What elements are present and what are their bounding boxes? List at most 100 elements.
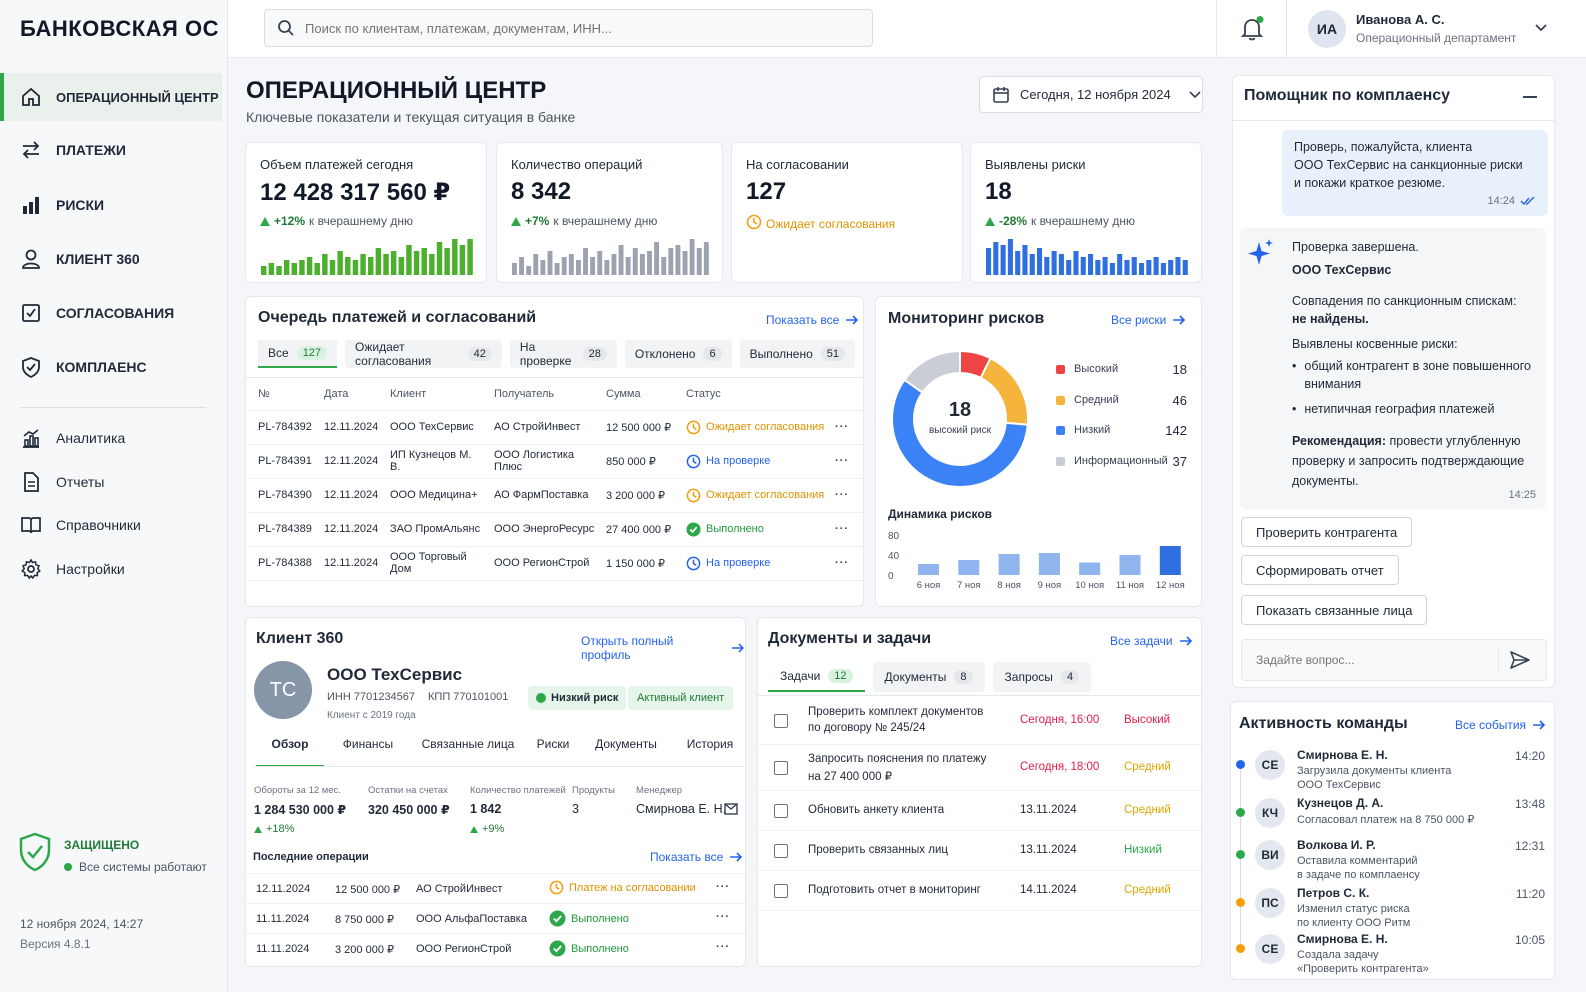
table-row[interactable]: 11.11.2024 8 750 000 ₽ ООО АльфаПоставка Вы… bbox=[246, 903, 745, 933]
donut-slice[interactable] bbox=[903, 349, 961, 394]
task-checkbox[interactable] bbox=[774, 714, 788, 728]
table-row[interactable]: PL-784391 12.11.2024 ИП Кузнецов М. В. ООО … bbox=[248, 444, 863, 479]
queue-col-header[interactable]: Получатель bbox=[484, 378, 596, 411]
nav-secondary-item-0[interactable]: Аналитика bbox=[0, 414, 222, 462]
event-name[interactable]: Смирнова Е. Н. bbox=[1297, 932, 1388, 946]
date-picker[interactable]: Сегодня, 12 ноября 2024 bbox=[979, 76, 1203, 113]
search-input[interactable] bbox=[305, 20, 845, 36]
donut-slice[interactable] bbox=[891, 378, 1029, 488]
table-row[interactable]: PL-784389 12.11.2024 ЗАО ПромАльянс ООО Эне… bbox=[248, 512, 863, 547]
table-row[interactable]: PL-784388 12.11.2024 ООО Торговый Дом ООО Р… bbox=[248, 546, 863, 581]
metric-value: 1 842 bbox=[470, 802, 502, 816]
task-checkbox[interactable] bbox=[774, 844, 788, 858]
more-icon[interactable]: ··· bbox=[835, 421, 849, 433]
task-checkbox[interactable] bbox=[774, 761, 788, 775]
nav-item-2[interactable]: РИСКИ bbox=[0, 181, 222, 229]
more-icon[interactable]: ··· bbox=[835, 455, 849, 467]
client-tab-0[interactable]: Обзор bbox=[256, 737, 324, 767]
queue-tab-3[interactable]: Отклонено 6 bbox=[624, 340, 732, 368]
queue-col-header[interactable]: Сумма bbox=[596, 378, 676, 411]
user-menu-chevron[interactable] bbox=[1534, 22, 1548, 36]
send-icon[interactable] bbox=[1509, 650, 1531, 670]
dynamics-bar[interactable] bbox=[958, 560, 980, 575]
nav-item-5[interactable]: КОМПЛАЕНС bbox=[0, 343, 222, 391]
queue-col-header[interactable]: Дата bbox=[314, 378, 380, 411]
all-events-link[interactable]: Все события bbox=[1455, 718, 1546, 732]
more-icon[interactable]: ··· bbox=[835, 523, 849, 535]
dynamics-bar[interactable] bbox=[998, 554, 1020, 575]
more-icon[interactable]: ··· bbox=[835, 557, 849, 569]
task-row[interactable]: Проверить комплект документов по договору… bbox=[758, 697, 1201, 745]
more-icon[interactable]: ··· bbox=[716, 941, 730, 953]
table-row[interactable]: 12.11.2024 12 500 000 ₽ АО СтройИнвест Плат… bbox=[246, 873, 745, 903]
client-tab-5[interactable]: История bbox=[686, 737, 734, 751]
nav-item-1[interactable]: ПЛАТЕЖИ bbox=[0, 126, 222, 174]
queue-col-header[interactable]: Статус bbox=[676, 378, 863, 411]
client-tab-4[interactable]: Документы bbox=[595, 737, 657, 751]
kpi-card[interactable]: Выявлены риски 18 -28% к вчерашнему дню bbox=[970, 142, 1202, 283]
docs-tab-1[interactable]: Документы 8 bbox=[872, 662, 985, 692]
queue-tab-1[interactable]: Ожидает согласования 42 bbox=[345, 340, 502, 368]
ops-show-all-link[interactable]: Показать все bbox=[650, 850, 743, 864]
assistant-action-button[interactable]: Проверить контрагента bbox=[1241, 517, 1413, 547]
nav-item-4[interactable]: СОГЛАСОВАНИЯ bbox=[0, 289, 222, 337]
nav-item-0[interactable]: ОПЕРАЦИОННЫЙ ЦЕНТР bbox=[0, 73, 222, 121]
task-row[interactable]: Обновить анкету клиента 13.11.2024 Средний bbox=[758, 791, 1201, 831]
client-tab-3[interactable]: Риски bbox=[536, 737, 570, 751]
kpi-bar bbox=[632, 248, 638, 275]
client-tab-2[interactable]: Связанные лица bbox=[421, 737, 515, 751]
task-row[interactable]: Подготовить отчет в мониторинг 14.11.2024… bbox=[758, 871, 1201, 911]
assistant-action-button[interactable]: Показать связанные лица bbox=[1241, 595, 1428, 625]
docs-tab-2[interactable]: Запросы 4 bbox=[992, 662, 1092, 692]
open-profile-link[interactable]: Открыть полный профиль bbox=[581, 634, 745, 662]
queue-tab-2[interactable]: На проверке 28 bbox=[509, 340, 617, 368]
queue-show-all-link[interactable]: Показать все bbox=[766, 313, 859, 327]
task-row[interactable]: Проверить связанных лиц 13.11.2024 Низкий bbox=[758, 831, 1201, 871]
assistant-input-field[interactable] bbox=[1256, 653, 1486, 667]
global-search[interactable] bbox=[264, 9, 873, 47]
user-avatar[interactable]: ИА bbox=[1308, 10, 1346, 48]
dynamics-bar[interactable] bbox=[918, 564, 939, 575]
table-row[interactable]: PL-784392 12.11.2024 ООО ТехСервис АО Строй… bbox=[248, 410, 863, 445]
table-row[interactable]: 11.11.2024 3 200 000 ₽ ООО РегионСтрой Выпо… bbox=[246, 933, 745, 963]
kpi-card[interactable]: Количество операций 8 342 +7% к вчерашнему … bbox=[496, 142, 723, 283]
docs-tab-0[interactable]: Задачи 12 bbox=[768, 662, 865, 692]
risk-dot-icon bbox=[536, 693, 546, 703]
task-checkbox[interactable] bbox=[774, 884, 788, 898]
queue-tab-4[interactable]: Выполнено 51 bbox=[739, 340, 855, 368]
assistant-action-button[interactable]: Сформировать отчет bbox=[1241, 555, 1399, 585]
task-row[interactable]: Запросить пояснения по платежу на 27 400 … bbox=[758, 745, 1201, 791]
table-row[interactable]: PL-784390 12.11.2024 ООО Медицина+ АО ФармП… bbox=[248, 478, 863, 513]
event-name[interactable]: Волкова И. Р. bbox=[1297, 838, 1376, 852]
queue-tab-0[interactable]: Все 127 bbox=[258, 340, 338, 368]
minimize-icon[interactable] bbox=[1523, 96, 1537, 98]
more-icon[interactable]: ··· bbox=[716, 911, 730, 923]
event-name[interactable]: Смирнова Е. Н. bbox=[1297, 748, 1388, 762]
event-name[interactable]: Петров С. К. bbox=[1297, 886, 1370, 900]
kpi-bar bbox=[590, 257, 596, 275]
dynamics-bar[interactable] bbox=[1038, 553, 1060, 575]
all-tasks-link[interactable]: Все задачи bbox=[1110, 634, 1193, 648]
nav-secondary-item-3[interactable]: Настройки bbox=[0, 545, 222, 593]
kpi-card[interactable]: На согласовании 127 Ожидает согласования bbox=[731, 142, 963, 283]
dynamics-bar[interactable] bbox=[1079, 562, 1101, 576]
event-name[interactable]: Кузнецов Д. А. bbox=[1297, 796, 1384, 810]
dynamics-bar[interactable] bbox=[1119, 555, 1141, 575]
more-icon[interactable]: ··· bbox=[835, 489, 849, 501]
queue-col-header[interactable]: № bbox=[248, 378, 314, 411]
nav-secondary-item-2[interactable]: Справочники bbox=[0, 501, 222, 549]
assistant-input[interactable] bbox=[1241, 639, 1547, 681]
nav-secondary-item-1[interactable]: Отчеты bbox=[0, 458, 222, 506]
mail-icon[interactable] bbox=[724, 803, 738, 818]
task-checkbox[interactable] bbox=[774, 804, 788, 818]
dynamics-bar[interactable] bbox=[1159, 546, 1181, 575]
arrow-right-icon bbox=[1533, 720, 1546, 730]
user-name[interactable]: Иванова А. С. bbox=[1356, 12, 1445, 27]
queue-col-header[interactable]: Клиент bbox=[380, 378, 484, 411]
kpi-card[interactable]: Объем платежей сегодня 12 428 317 560 ₽ +1… bbox=[245, 142, 487, 283]
client-tab-1[interactable]: Финансы bbox=[342, 737, 394, 751]
more-icon[interactable]: ··· bbox=[716, 881, 730, 893]
nav-item-3[interactable]: КЛИЕНТ 360 bbox=[0, 235, 222, 283]
all-risks-link[interactable]: Все риски bbox=[1111, 313, 1186, 327]
notifications-button[interactable] bbox=[1240, 16, 1264, 45]
